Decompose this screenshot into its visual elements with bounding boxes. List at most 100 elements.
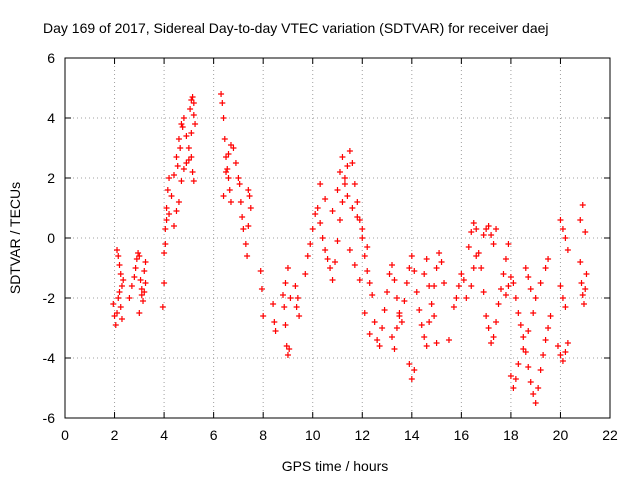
data-point — [498, 286, 504, 292]
data-point — [162, 241, 169, 247]
data-point — [317, 220, 324, 226]
data-point — [438, 259, 445, 265]
data-point — [171, 223, 177, 229]
data-point — [163, 217, 170, 223]
data-point — [460, 277, 467, 283]
data-point — [189, 169, 196, 175]
data-point — [413, 289, 420, 295]
data-point — [319, 235, 326, 241]
data-point — [354, 199, 361, 205]
data-point — [502, 292, 509, 298]
data-point — [468, 283, 475, 289]
data-point — [183, 133, 190, 139]
data-point — [359, 235, 366, 241]
data-point — [562, 235, 569, 241]
x-axis-label: GPS time / hours — [282, 458, 389, 474]
data-point — [421, 271, 428, 277]
data-point — [490, 241, 497, 247]
data-point — [219, 100, 226, 106]
data-point — [286, 346, 293, 352]
x-axis-ticks: 0 2 4 6 8 10 12 14 16 18 20 22 — [61, 58, 618, 443]
data-point — [361, 310, 368, 316]
y-tick-label: -2 — [43, 290, 56, 306]
data-point — [141, 268, 148, 274]
data-point — [522, 265, 529, 271]
data-point — [329, 208, 336, 214]
data-point — [473, 226, 480, 232]
data-point — [116, 289, 123, 295]
data-point — [128, 283, 135, 289]
data-point — [272, 328, 279, 334]
data-point — [114, 310, 121, 316]
data-point — [488, 340, 495, 346]
data-point — [223, 169, 230, 175]
data-point — [493, 226, 500, 232]
data-point — [136, 253, 143, 259]
data-point — [381, 307, 388, 313]
data-point — [480, 289, 487, 295]
data-point — [227, 199, 234, 205]
data-point — [180, 166, 187, 172]
data-point — [334, 187, 341, 193]
data-point — [510, 280, 517, 286]
data-point — [512, 295, 519, 301]
data-point — [436, 250, 443, 256]
data-point — [327, 265, 334, 271]
data-point — [361, 253, 368, 259]
data-point — [225, 151, 232, 157]
data-point — [179, 124, 186, 130]
data-point — [244, 253, 251, 259]
x-tick-label: 8 — [259, 427, 267, 443]
data-point — [135, 250, 142, 256]
data-point — [473, 253, 480, 259]
data-point — [577, 259, 584, 265]
data-point — [547, 313, 554, 319]
data-point — [512, 376, 519, 382]
x-tick-label: 20 — [553, 427, 569, 443]
data-point — [393, 325, 400, 331]
data-point — [502, 256, 509, 262]
data-point — [131, 274, 138, 280]
x-tick-label: 0 — [61, 427, 69, 443]
data-point — [190, 178, 197, 184]
data-point — [525, 364, 532, 370]
y-tick-label: 6 — [47, 50, 55, 66]
data-point — [282, 322, 289, 328]
data-point — [225, 175, 232, 181]
data-point — [175, 199, 182, 205]
data-point — [433, 265, 440, 271]
data-point — [470, 265, 477, 271]
data-point — [294, 295, 301, 301]
data-point — [421, 334, 428, 340]
data-point — [162, 226, 169, 232]
data-point — [535, 385, 542, 391]
data-point — [307, 241, 314, 247]
data-point — [114, 247, 121, 253]
data-point — [218, 91, 225, 97]
data-point — [138, 286, 145, 292]
data-point — [166, 211, 173, 217]
data-point — [542, 265, 549, 271]
data-point — [237, 199, 244, 205]
data-point — [364, 268, 371, 274]
data-point — [346, 247, 353, 253]
data-point — [349, 160, 356, 166]
data-point — [530, 391, 537, 397]
data-point — [221, 136, 228, 142]
data-point — [180, 115, 187, 121]
data-point — [485, 325, 492, 331]
data-point — [406, 265, 413, 271]
data-point — [115, 253, 122, 259]
x-tick-label: 4 — [160, 427, 168, 443]
data-point — [490, 334, 497, 340]
data-point — [329, 277, 336, 283]
data-point — [559, 226, 566, 232]
data-point — [493, 319, 500, 325]
data-point — [505, 283, 512, 289]
data-point — [344, 193, 351, 199]
y-tick-label: 0 — [47, 230, 55, 246]
data-point — [478, 265, 485, 271]
data-point — [339, 154, 346, 160]
data-point — [351, 262, 358, 268]
data-point — [183, 160, 190, 166]
